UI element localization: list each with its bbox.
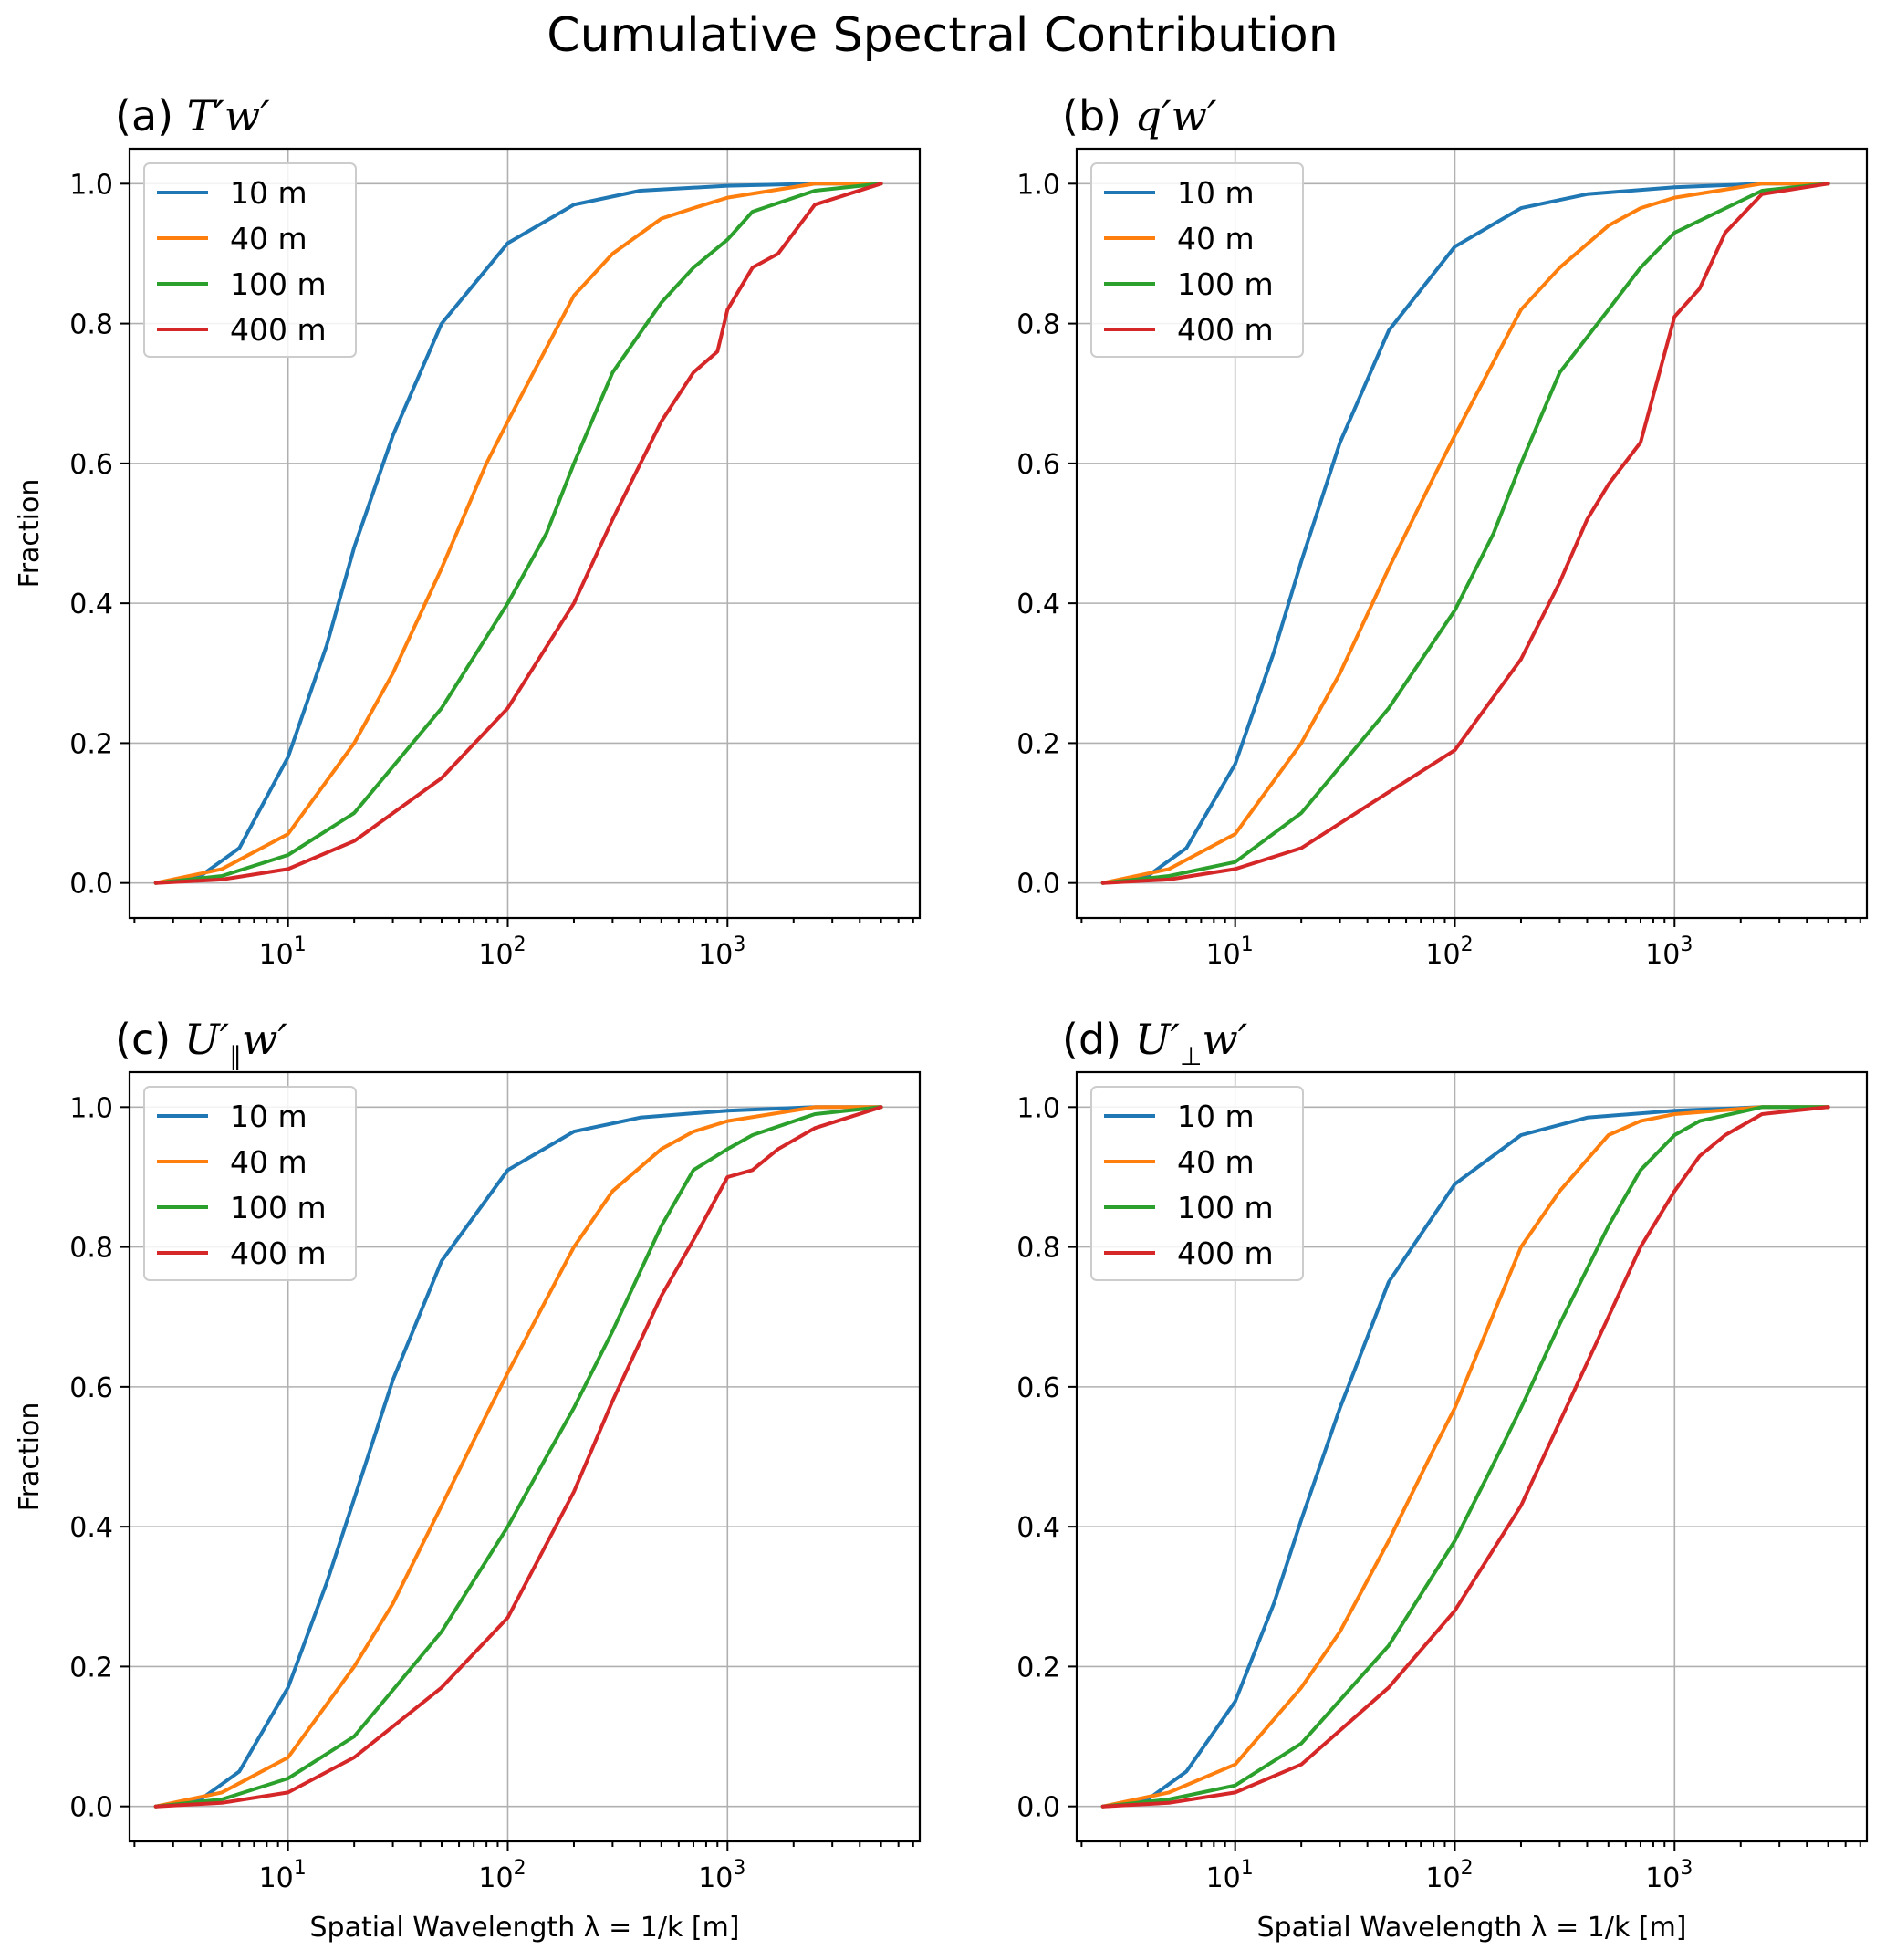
y-tick-label: 0.4 (69, 1512, 113, 1544)
y-axis-label: Fraction (14, 479, 46, 589)
y-axis-label: Fraction (14, 1402, 46, 1512)
panel-title: (a) T′w′ (115, 91, 270, 141)
series-line-40m (153, 1105, 883, 1809)
legend-label: 40 m (1177, 1144, 1255, 1180)
legend-label: 100 m (1177, 1190, 1274, 1225)
y-tick-label: 0.8 (69, 309, 113, 341)
y-tick-label: 0.6 (1016, 1372, 1060, 1404)
x-tick-label: 102 (478, 933, 526, 971)
legend-label: 40 m (230, 1144, 307, 1180)
y-tick-label: 0.6 (69, 1372, 113, 1404)
y-tick-label: 0.8 (1016, 309, 1060, 341)
legend-box (1090, 162, 1304, 358)
x-tick-label: 103 (698, 1857, 745, 1894)
y-tick-label: 0.0 (1016, 869, 1060, 901)
series-line-40m (1100, 1105, 1830, 1809)
y-tick-label: 1.0 (69, 1092, 113, 1124)
legend-label: 100 m (230, 266, 327, 302)
series-line-100m (1100, 182, 1830, 885)
panel-title: (d) U′⊥w′ (1062, 1015, 1248, 1071)
y-tick-label: 1.0 (1016, 169, 1060, 201)
legend-box (143, 1086, 357, 1281)
legend: 10 m 40 m 100 m 400 m (1090, 162, 1304, 358)
series-line-400m (153, 1105, 883, 1809)
series-line-10m (153, 1105, 883, 1809)
axes-frame (128, 1070, 922, 1843)
x-tick-label: 103 (1645, 933, 1693, 971)
series-line-10m (1100, 182, 1830, 885)
y-tick-label: 0.2 (1016, 1652, 1060, 1684)
y-tick-label: 0.0 (69, 1792, 113, 1824)
x-axis-label: Spatial Wavelength λ = 1/k [m] (1256, 1912, 1686, 1944)
panel-c: 101 102 103 0.0 0.2 0.4 0.6 0.8 1.0 10 m 40 m 100 m… (14, 1015, 922, 1944)
legend-label: 40 m (230, 221, 307, 256)
series-line-100m (153, 182, 883, 885)
legend-box (143, 162, 357, 358)
series-line-400m (153, 182, 883, 885)
legend: 10 m 40 m 100 m 400 m (1090, 1086, 1304, 1281)
x-tick-label: 102 (478, 1857, 526, 1894)
series-line-40m (153, 182, 883, 885)
y-tick-label: 0.0 (69, 869, 113, 901)
x-tick-label: 101 (259, 1857, 307, 1894)
figure-title: Cumulative Spectral Contribution (547, 8, 1338, 63)
y-tick-label: 0.8 (1016, 1233, 1060, 1265)
x-tick-label: 101 (259, 933, 307, 971)
x-tick-label: 102 (1425, 1857, 1473, 1894)
axes-frame (128, 147, 922, 920)
y-tick-label: 0.4 (69, 589, 113, 620)
y-tick-label: 0.2 (69, 1652, 113, 1684)
y-tick-label: 0.4 (1016, 1512, 1060, 1544)
legend: 10 m 40 m 100 m 400 m (143, 162, 357, 358)
axes-frame (1075, 1070, 1869, 1843)
legend-label: 100 m (230, 1190, 327, 1225)
legend-label: 400 m (230, 312, 327, 348)
x-tick-label: 101 (1206, 1857, 1254, 1894)
y-tick-label: 1.0 (69, 169, 113, 201)
y-tick-label: 0.8 (69, 1233, 113, 1265)
axes-frame (1075, 147, 1869, 920)
legend-label: 400 m (230, 1235, 327, 1271)
legend-label: 100 m (1177, 266, 1274, 302)
legend-box (1090, 1086, 1304, 1281)
x-axis-label: Spatial Wavelength λ = 1/k [m] (309, 1912, 739, 1944)
panel-a: 101 102 103 0.0 0.2 0.4 0.6 0.8 1.0 10 m 40 m 100 m… (14, 91, 922, 971)
panel-b: 101 102 103 0.0 0.2 0.4 0.6 0.8 1.0 10 m 40 m 100 m… (1016, 91, 1869, 971)
series-line-400m (1100, 1105, 1830, 1809)
series-line-400m (1100, 182, 1830, 885)
y-tick-label: 0.4 (1016, 589, 1060, 620)
y-tick-label: 0.6 (69, 449, 113, 481)
x-tick-label: 102 (1425, 933, 1473, 971)
x-tick-label: 103 (1645, 1857, 1693, 1894)
x-tick-label: 101 (1206, 933, 1254, 971)
series-line-100m (1100, 1105, 1830, 1809)
panel-title: (c) U′∥w′ (115, 1015, 287, 1071)
legend-label: 40 m (1177, 221, 1255, 256)
legend-label: 10 m (230, 175, 307, 211)
legend-label: 400 m (1177, 1235, 1274, 1271)
y-tick-label: 0.2 (69, 728, 113, 760)
y-tick-label: 0.6 (1016, 449, 1060, 481)
y-tick-label: 0.0 (1016, 1792, 1060, 1824)
series-line-40m (1100, 182, 1830, 885)
series-line-10m (1100, 1105, 1830, 1809)
panel-title: (b) q′w′ (1062, 91, 1217, 141)
series-line-10m (153, 182, 883, 885)
x-tick-label: 103 (698, 933, 745, 971)
legend-label: 10 m (1177, 1099, 1255, 1134)
y-tick-label: 1.0 (1016, 1092, 1060, 1124)
legend-label: 400 m (1177, 312, 1274, 348)
legend: 10 m 40 m 100 m 400 m (143, 1086, 357, 1281)
series-line-100m (153, 1105, 883, 1809)
y-tick-label: 0.2 (1016, 728, 1060, 760)
legend-label: 10 m (1177, 175, 1255, 211)
legend-label: 10 m (230, 1099, 307, 1134)
panel-d: 101 102 103 0.0 0.2 0.4 0.6 0.8 1.0 10 m 40 m 100 m… (1016, 1015, 1869, 1944)
